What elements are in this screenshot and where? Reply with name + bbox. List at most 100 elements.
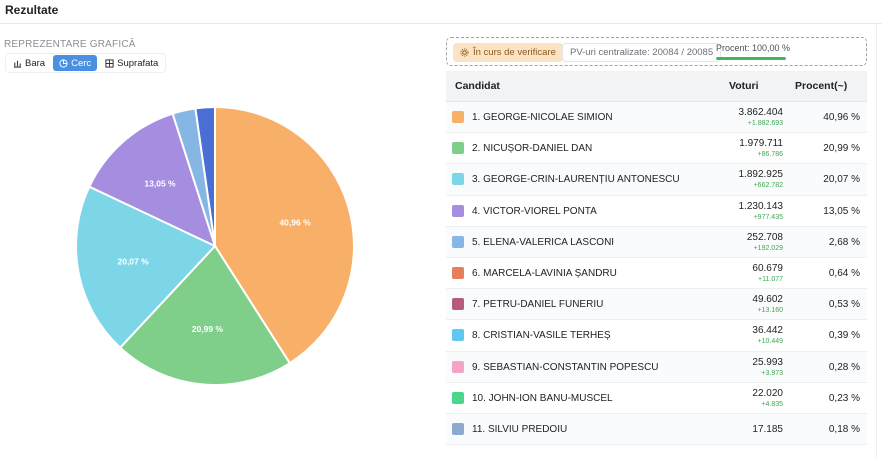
column-header-votes[interactable]: Voturi: [729, 80, 759, 92]
votes-cell: 1.892.925 +662.782: [739, 169, 784, 190]
votes-cell: 22.020 +4.835: [752, 388, 783, 409]
votes-cell: 25.993 +3.973: [752, 357, 783, 378]
candidate-color-swatch: [452, 173, 464, 186]
votes-cell: 17.185: [752, 424, 783, 436]
candidate-name: 11. SILVIU PREDOIU: [472, 423, 568, 435]
votes-delta: +10.449: [757, 338, 784, 346]
column-header-candidate[interactable]: Candidat: [455, 80, 500, 92]
pv-centralized-text: PV-uri centralizate: 20084 / 20085: [570, 47, 714, 58]
percent-progress-fill: [716, 57, 786, 60]
chart-type-toggle: Bara Cerc Suprafata: [5, 53, 167, 73]
pie-chart-label: Cerc: [71, 57, 92, 69]
percent-value: 0,39 %: [828, 330, 860, 342]
area-chart-label: Suprafata: [117, 57, 159, 69]
candidate-name: 7. PETRU-DANIEL FUNERIU: [472, 299, 604, 311]
table-row[interactable]: 8. CRISTIAN-VASILE TERHEȘ 36.442 +10.449 0,…: [446, 320, 867, 352]
candidate-color-swatch: [452, 422, 464, 435]
percent-value: 0,23 %: [828, 392, 860, 404]
candidate-color-swatch: [452, 360, 464, 373]
table-row[interactable]: 10. JOHN-ION BANU-MUSCEL 22.020 +4.835 0,23…: [446, 383, 867, 414]
percent-value: 0,18 %: [828, 423, 860, 435]
votes-value: 252.708: [746, 231, 783, 243]
votes-value: 49.602: [752, 294, 783, 306]
chart-section-label: REPREZENTARE GRAFICĂ: [4, 39, 136, 50]
pie-chart-button[interactable]: Cerc: [53, 55, 98, 71]
percent-value: 40,96 %: [823, 112, 860, 123]
votes-value: 3.862.404: [738, 107, 784, 118]
table-row[interactable]: 7. PETRU-DANIEL FUNERIU 49.602 +13.160 0,53…: [446, 289, 867, 321]
candidate-color-swatch: [452, 142, 464, 155]
candidate-name: 1. GEORGE-NICOLAE SIMION: [472, 112, 613, 123]
votes-delta: +192.029: [753, 244, 783, 252]
pie-slice[interactable]: [87, 112, 217, 248]
percent-progress: Procent: 100,00 %: [713, 41, 793, 63]
pie-slice-label: 20,99 %: [192, 324, 224, 334]
candidate-name: 9. SEBASTIAN-CONSTANTIN POPESCU: [472, 361, 659, 373]
percent-value: 0,64 %: [828, 267, 860, 279]
table-row[interactable]: 11. SILVIU PREDOIU 17.185 0,18 %: [446, 413, 867, 446]
votes-delta: +662.782: [753, 182, 783, 190]
results-header: Rezultate: [0, 0, 882, 24]
bar-chart-label: Bara: [25, 57, 46, 69]
percent-value: 0,53 %: [828, 299, 860, 311]
pie-slice[interactable]: [194, 105, 216, 247]
votes-cell: 49.602 +13.160: [752, 294, 783, 315]
area-chart-button[interactable]: Suprafata: [99, 55, 164, 71]
table-row[interactable]: 4. VICTOR-VIOREL PONTA 1.230.143 +977.435 1…: [446, 196, 867, 227]
votes-value: 22.020: [752, 387, 783, 399]
candidate-color-swatch: [452, 391, 464, 404]
candidate-name: 4. VICTOR-VIOREL PONTA: [472, 205, 597, 217]
candidate-name: 10. JOHN-ION BANU-MUSCEL: [472, 392, 613, 404]
bar-chart-button[interactable]: Bara: [7, 55, 51, 71]
votes-value: 25.993: [752, 356, 783, 368]
votes-delta: +13.160: [757, 307, 784, 315]
bar-chart-icon: [13, 60, 22, 68]
table-row[interactable]: 3. GEORGE-CRIN-LAURENȚIU ANTONESCU 1.892.…: [446, 164, 867, 196]
candidate-color-swatch: [452, 266, 464, 279]
votes-value: 17.185: [752, 423, 783, 435]
votes-value: 36.442: [752, 325, 783, 337]
verification-status-badge: În curs de verificare: [453, 43, 563, 62]
table-row[interactable]: 2. NICUȘOR-DANIEL DAN 1.979.711 +86.786 20,…: [446, 133, 867, 165]
pie-chart: 40,96 % 20,99 % 20,07 % 13,05 %: [75, 105, 355, 386]
percent-value: 2,68 %: [828, 236, 860, 248]
candidate-name: 2. NICUȘOR-DANIEL DAN: [472, 143, 593, 155]
votes-value: 1.230.143: [738, 200, 784, 212]
percent-value: 13,05 %: [823, 205, 860, 217]
pie-slice-label: 40,96 %: [279, 218, 311, 228]
percent-progress-label: Procent: 100,00 %: [716, 43, 791, 53]
votes-delta: +4.835: [761, 400, 783, 408]
pie-slice-label: 20,07 %: [117, 257, 149, 267]
pie-slice-label: 13,05 %: [144, 178, 176, 188]
table-body: 1. GEORGE-NICOLAE SIMION 3.862.404 +1.882.…: [446, 102, 867, 446]
table-row[interactable]: 5. ELENA-VALERICA LASCONI 252.708 +192.029…: [446, 226, 867, 258]
votes-cell: 60.679 +11.077: [752, 263, 783, 284]
table-row[interactable]: 6. MARCELA-LAVINIA ȘANDRU 60.679 +11.077 0,…: [446, 258, 867, 290]
candidate-name: 8. CRISTIAN-VASILE TERHEȘ: [472, 330, 611, 342]
table-row[interactable]: 1. GEORGE-NICOLAE SIMION 3.862.404 +1.882.…: [446, 102, 867, 134]
candidate-color-swatch: [452, 298, 464, 311]
pie-chart-icon: [59, 58, 68, 68]
votes-value: 1.892.925: [738, 169, 784, 181]
column-header-percent[interactable]: Procent(~): [795, 80, 848, 92]
candidate-name: 5. ELENA-VALERICA LASCONI: [472, 236, 615, 248]
votes-cell: 36.442 +10.449: [752, 325, 783, 346]
candidate-name: 3. GEORGE-CRIN-LAURENȚIU ANTONESCU: [472, 174, 680, 186]
votes-delta: +86.786: [757, 151, 784, 159]
status-bar: În curs de verificare PV-uri centralizat…: [446, 37, 867, 66]
pie-slice[interactable]: [75, 185, 217, 350]
votes-cell: 3.862.404 +1.882.693: [739, 107, 784, 128]
gear-icon: [460, 48, 469, 57]
percent-progress-track: [716, 57, 786, 60]
scrollbar-track[interactable]: [876, 24, 877, 458]
candidate-color-swatch: [452, 111, 464, 123]
votes-delta: +3.973: [761, 369, 783, 377]
candidate-color-swatch: [452, 204, 464, 217]
votes-cell: 1.979.711 +86.786: [739, 138, 783, 159]
table-row[interactable]: 9. SEBASTIAN-CONSTANTIN POPESCU 25.993 +3.…: [446, 351, 867, 383]
votes-delta: +977.435: [753, 213, 783, 221]
votes-value: 1.979.711: [739, 138, 783, 150]
pie-slice[interactable]: [118, 244, 292, 386]
results-table: Candidat Voturi Procent(~) 1. GEORGE-NIC…: [446, 71, 867, 446]
votes-delta: +11.077: [758, 275, 783, 283]
